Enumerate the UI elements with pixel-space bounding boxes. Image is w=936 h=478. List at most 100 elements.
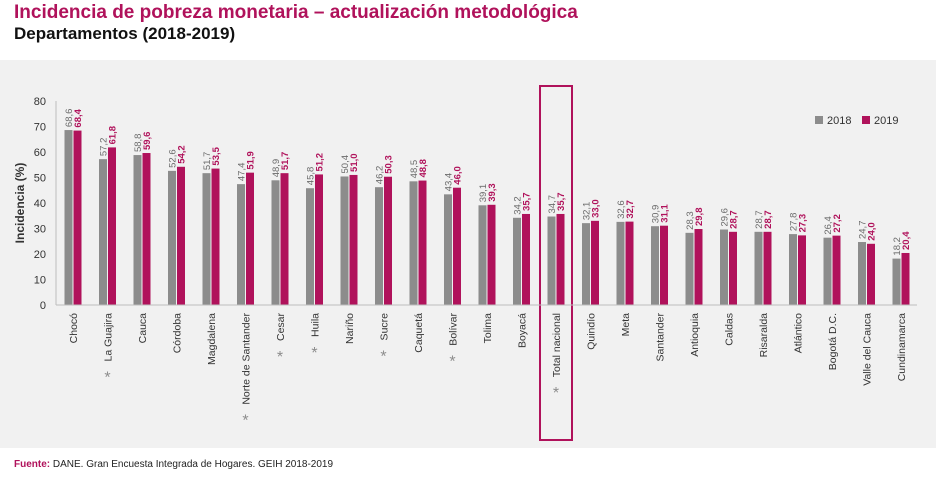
bar-2019 xyxy=(73,130,82,305)
significance-asterisk: * xyxy=(242,413,248,430)
value-label-2018: 18,2 xyxy=(892,237,903,256)
bar-2018 xyxy=(547,216,556,305)
significance-asterisk: * xyxy=(311,345,317,362)
value-label-2018: 48,5 xyxy=(409,160,420,179)
value-label-2018: 32,6 xyxy=(616,200,627,219)
bar-2019 xyxy=(487,204,496,305)
value-label-2019: 28,7 xyxy=(763,210,774,229)
bar-2019 xyxy=(108,147,116,305)
bar-2019 xyxy=(660,225,668,305)
value-label-2018: 32,1 xyxy=(582,202,593,221)
value-label-2018: 48,9 xyxy=(271,159,282,178)
bar-2018 xyxy=(99,159,107,305)
value-label-2018: 29,6 xyxy=(720,208,731,227)
bar-2019 xyxy=(798,235,806,305)
value-label-2019: 50,3 xyxy=(384,155,395,174)
significance-asterisk: * xyxy=(553,385,559,402)
bar-2018 xyxy=(168,170,176,305)
value-label-2018: 51,7 xyxy=(202,152,213,171)
value-label-2019: 28,7 xyxy=(729,210,740,229)
bar-2019 xyxy=(315,174,323,305)
y-tick-label: 10 xyxy=(34,275,46,287)
value-label-2019: 51,7 xyxy=(280,152,291,171)
y-tick-label: 60 xyxy=(34,147,46,159)
source-note: Fuente: DANE. Gran Encuesta Integrada de… xyxy=(14,459,333,470)
value-label-2019: 61,8 xyxy=(108,126,119,145)
bar-2018 xyxy=(271,180,280,305)
bar-2019 xyxy=(763,231,772,305)
bar-2019 xyxy=(418,180,427,305)
category-label: Nariño xyxy=(344,313,356,344)
category-label: Antioquia xyxy=(689,313,701,357)
bar-2018 xyxy=(823,237,832,305)
legend-label-2018: 2018 xyxy=(827,115,851,127)
value-label-2019: 27,3 xyxy=(798,214,809,233)
bar-2019 xyxy=(867,243,875,305)
bar-2018 xyxy=(340,176,349,305)
value-label-2018: 43,4 xyxy=(444,173,455,192)
legend-swatch-2018 xyxy=(815,116,823,124)
highlight-box xyxy=(539,85,573,441)
bar-2019 xyxy=(694,229,703,305)
value-label-2018: 24,7 xyxy=(858,221,869,240)
value-label-2019: 31,1 xyxy=(660,203,671,222)
y-tick-label: 50 xyxy=(34,173,46,185)
value-label-2018: 50,4 xyxy=(340,155,351,174)
value-label-2019: 35,7 xyxy=(556,192,567,211)
value-label-2019: 33,0 xyxy=(591,199,602,218)
bar-2018 xyxy=(858,242,866,305)
bar-2019 xyxy=(211,168,220,305)
bar-2018 xyxy=(133,155,142,305)
category-label: Tolima xyxy=(482,313,494,344)
y-tick-label: 70 xyxy=(34,122,46,134)
y-tick-label: 0 xyxy=(40,300,46,312)
value-label-2018: 52,6 xyxy=(168,149,179,168)
bar-2019 xyxy=(246,172,254,305)
category-label: Quindío xyxy=(586,313,598,350)
bar-2019 xyxy=(625,221,634,305)
value-label-2018: 34,2 xyxy=(513,196,524,215)
legend-label-2019: 2019 xyxy=(874,115,898,127)
source-label: Fuente: xyxy=(14,459,51,470)
bar-2019 xyxy=(280,173,289,305)
y-tick-label: 40 xyxy=(34,198,46,210)
value-label-2018: 34,7 xyxy=(547,195,558,214)
bar-2018 xyxy=(375,187,383,305)
bar-2019 xyxy=(384,176,392,305)
value-label-2019: 51,2 xyxy=(315,153,326,172)
category-label: Sucre xyxy=(379,313,391,341)
bar-2018 xyxy=(789,234,797,305)
bar-2019 xyxy=(901,252,910,305)
category-label: Total nacional xyxy=(551,313,563,377)
value-label-2019: 29,8 xyxy=(694,208,705,227)
value-label-2018: 68,6 xyxy=(64,109,75,128)
bar-2019 xyxy=(349,174,358,305)
value-label-2018: 39,1 xyxy=(478,184,489,203)
value-label-2019: 54,2 xyxy=(177,145,188,164)
bar-2019 xyxy=(556,213,565,305)
y-tick-label: 80 xyxy=(34,96,46,108)
category-label: Cesar xyxy=(275,313,287,342)
category-label: Atlántico xyxy=(793,313,805,353)
bar-2019 xyxy=(142,153,151,305)
value-label-2019: 35,7 xyxy=(522,192,533,211)
category-label: Bolívar xyxy=(448,313,460,346)
value-label-2019: 51,9 xyxy=(246,151,257,170)
value-label-2019: 39,3 xyxy=(487,183,498,202)
y-axis-label: Incidencia (%) xyxy=(13,163,27,244)
bar-2018 xyxy=(306,188,314,305)
category-label: Santander xyxy=(655,313,667,362)
bar-2018 xyxy=(582,223,590,305)
bar-2018 xyxy=(444,194,452,305)
category-label: Norte de Santander xyxy=(241,313,253,405)
significance-asterisk: * xyxy=(449,354,455,371)
bar-2018 xyxy=(64,130,73,305)
bar-2018 xyxy=(616,221,625,305)
bar-2018 xyxy=(892,258,901,305)
value-label-2019: 53,5 xyxy=(211,146,222,165)
value-label-2019: 32,7 xyxy=(625,200,636,219)
significance-asterisk: * xyxy=(380,348,386,365)
category-label: Magdalena xyxy=(206,313,218,365)
bar-2018 xyxy=(720,229,728,305)
y-tick-label: 30 xyxy=(34,224,46,236)
